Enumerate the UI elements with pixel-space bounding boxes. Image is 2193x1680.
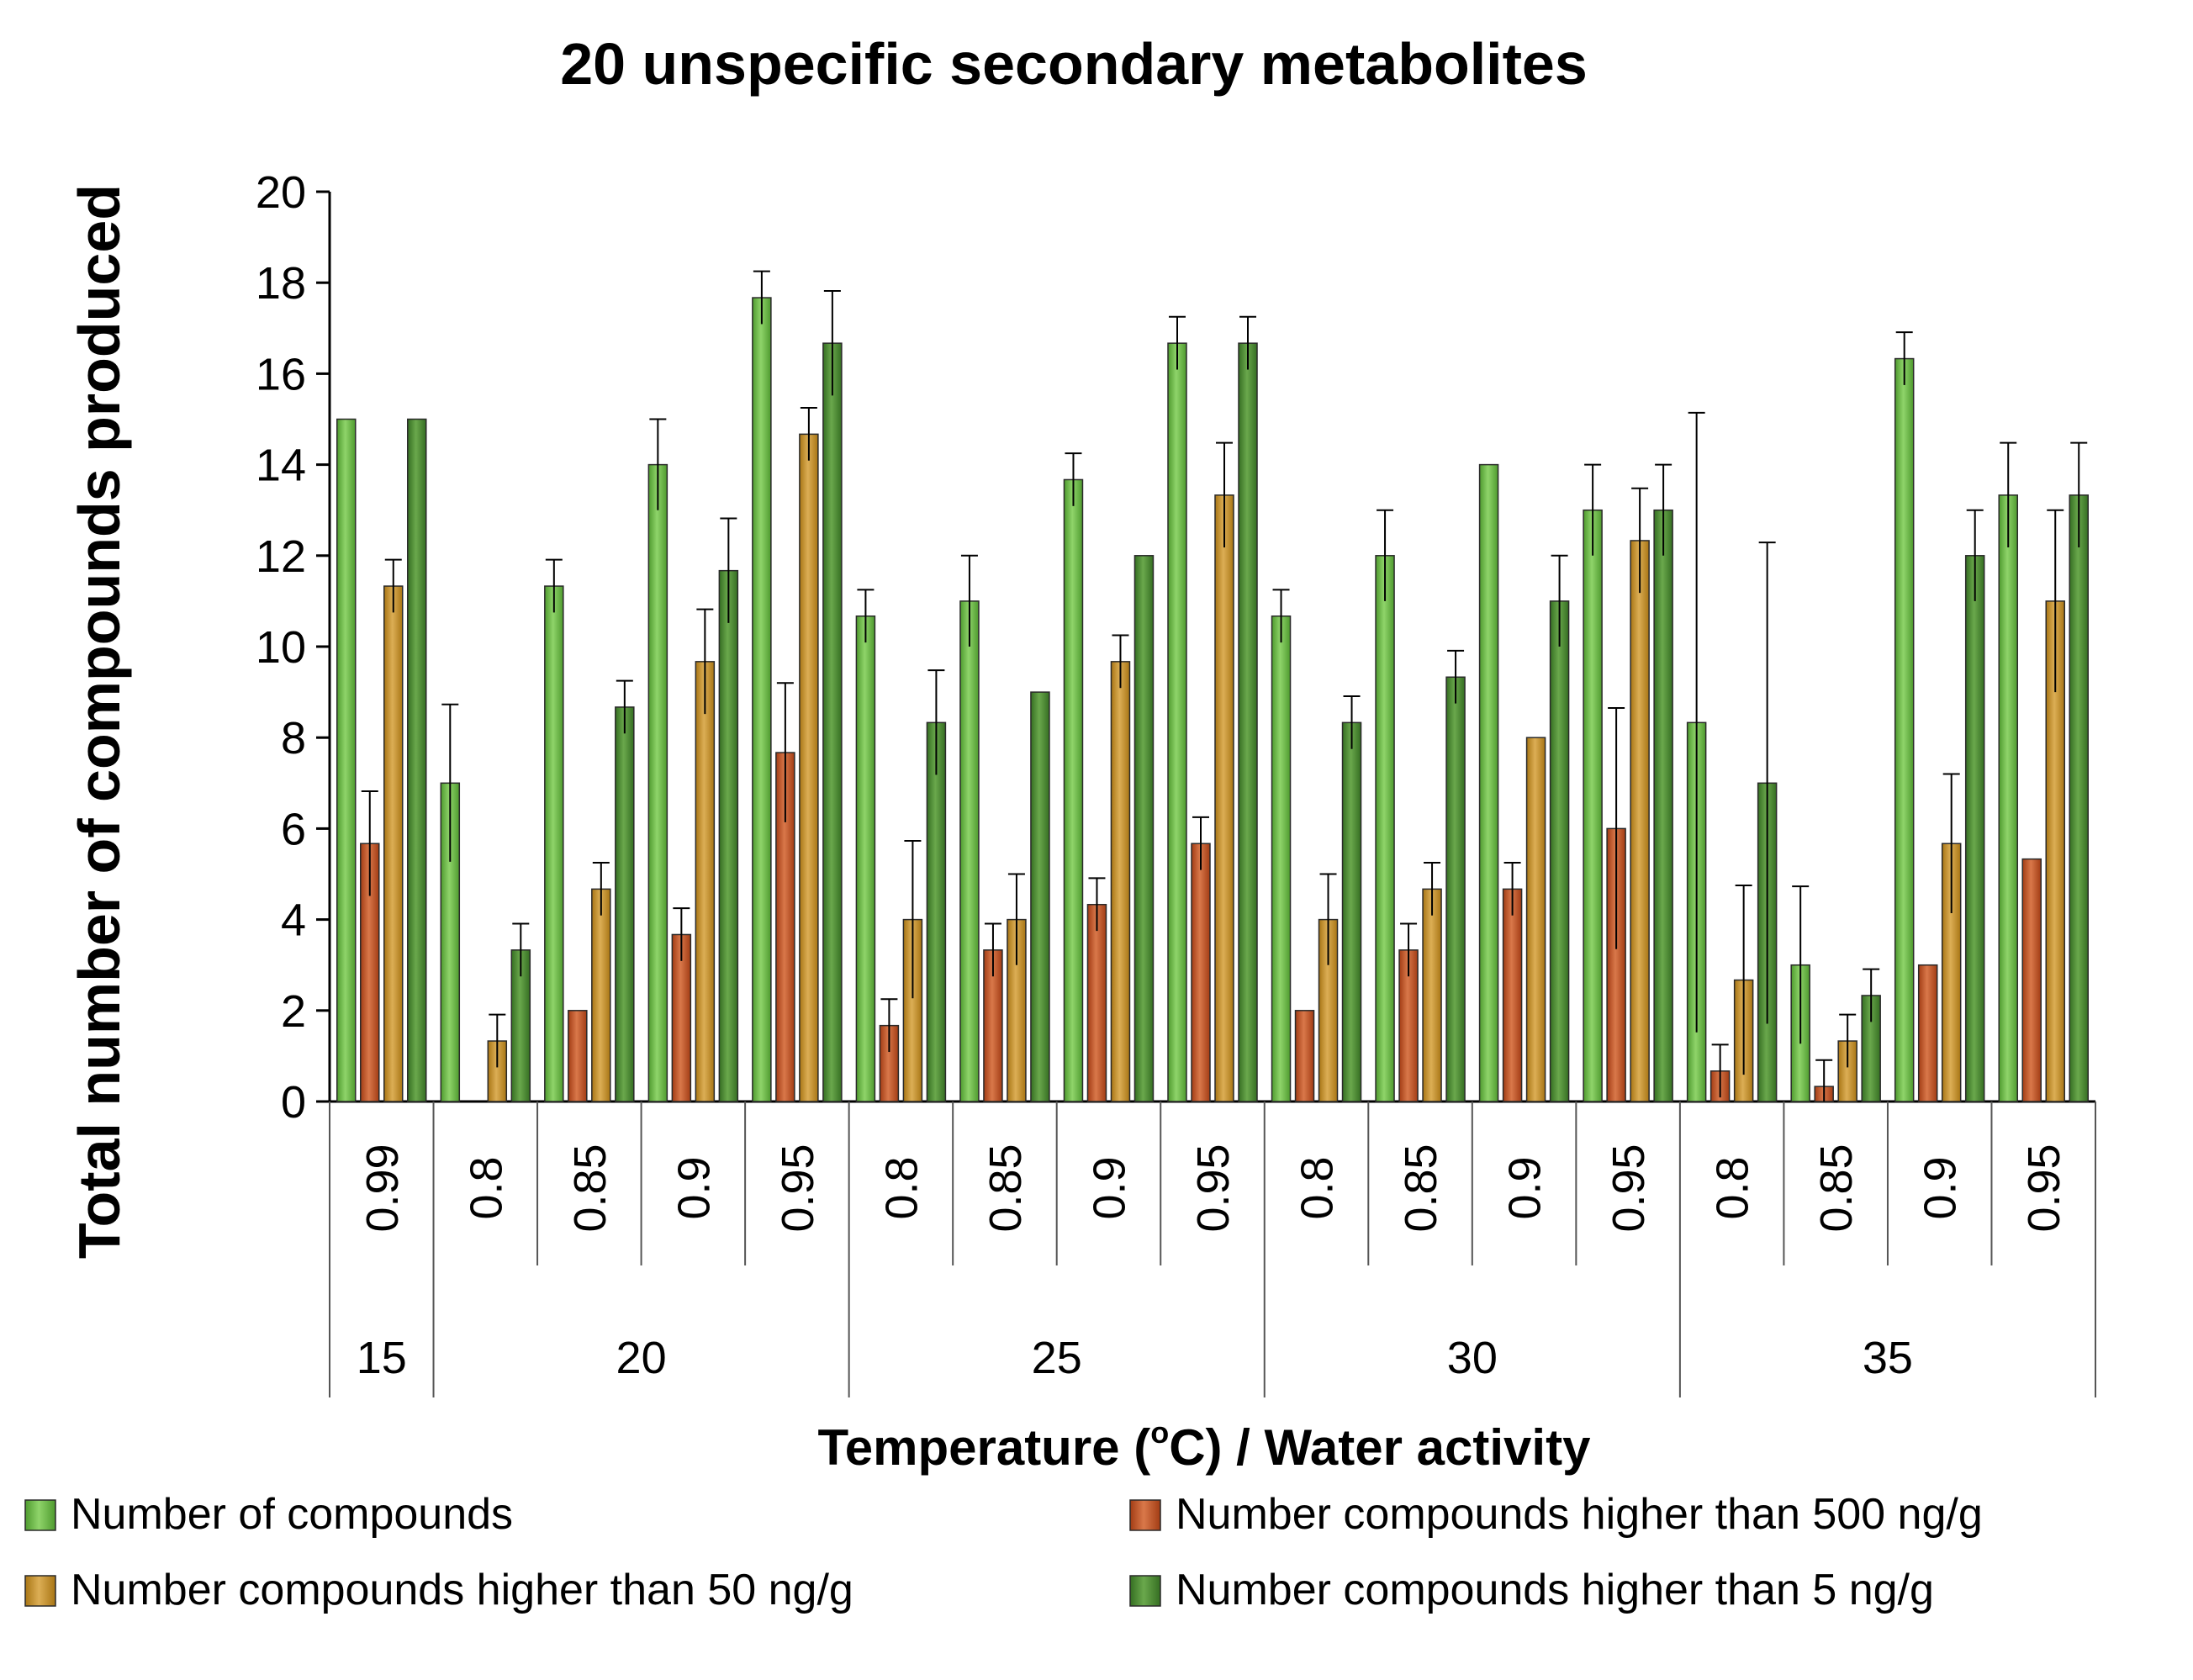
category-label: 0.85 (1396, 1144, 1446, 1232)
bar-1 (647, 463, 668, 1102)
y-tick-label: 16 (256, 349, 306, 399)
bars-layer (336, 297, 2089, 1102)
bar-1 (752, 297, 772, 1102)
category-label: 0.9 (668, 1156, 719, 1219)
group-label: 30 (1447, 1333, 1498, 1383)
category-label: 0.95 (1604, 1144, 1654, 1232)
group-label: 25 (1032, 1333, 1082, 1383)
bar-1 (1167, 342, 1187, 1102)
y-tick-label: 8 (281, 713, 306, 763)
legend-swatch-4 (1129, 1575, 1161, 1607)
bar-1 (1375, 555, 1395, 1102)
y-tick-label: 14 (256, 441, 306, 491)
category-label: 0.8 (876, 1156, 927, 1219)
chart-title: 20 unspecific secondary metabolites (560, 31, 1588, 97)
y-tick-label: 18 (256, 258, 306, 309)
bar-1 (1478, 463, 1499, 1102)
bar-1 (1583, 509, 1603, 1102)
bar-2 (2021, 858, 2042, 1102)
bar-3 (1422, 888, 1442, 1102)
bar-3 (1110, 661, 1131, 1102)
bar-4 (1133, 555, 1155, 1102)
category-label: 0.85 (565, 1144, 616, 1232)
bar-1 (1894, 357, 1915, 1102)
bar-4 (1964, 555, 1985, 1102)
legend-swatch-3 (24, 1575, 56, 1607)
bar-4 (1653, 509, 1673, 1102)
bar-3 (695, 661, 716, 1102)
y-tick-label: 12 (256, 531, 306, 582)
group-label: 20 (616, 1333, 667, 1383)
bar-4 (615, 706, 635, 1102)
bar-1 (544, 585, 564, 1102)
category-axis-layer: 0.99 0.8 0.85 0.9 0.95 0.8 0.85 0.9 0.95 0.8 0.85 0… (329, 1102, 2096, 1397)
bar-4 (822, 342, 843, 1102)
bar-4 (1549, 600, 1570, 1102)
bar-3 (1214, 494, 1234, 1102)
bar-1 (855, 615, 876, 1102)
bar-1 (1271, 615, 1292, 1102)
legend-label-3: Number compounds higher than 50 ng/g (71, 1566, 853, 1614)
bar-1 (959, 600, 980, 1102)
bar-2 (1191, 843, 1211, 1102)
category-label: 0.85 (980, 1144, 1031, 1232)
bar-4 (926, 721, 947, 1102)
bar-3 (1630, 540, 1650, 1102)
legend-swatch-1 (24, 1499, 56, 1531)
y-tick-label: 20 (256, 167, 306, 218)
group-label: 35 (1863, 1333, 1913, 1383)
bar-4 (1030, 691, 1050, 1102)
category-label: 0.8 (1292, 1156, 1343, 1219)
category-label: 0.95 (1188, 1144, 1239, 1232)
bar-4 (407, 418, 427, 1102)
bar-1 (336, 418, 357, 1102)
y-tick-label: 2 (281, 986, 306, 1037)
category-label: 0.8 (461, 1156, 511, 1219)
legend-label-1: Number of compounds (71, 1490, 513, 1539)
bar-4 (1341, 721, 1362, 1102)
category-label: 0.9 (1916, 1156, 1966, 1219)
y-tick-label: 4 (281, 895, 306, 946)
bar-2 (1502, 888, 1523, 1102)
category-label: 0.8 (1708, 1156, 1758, 1219)
bar-2 (1294, 1010, 1315, 1102)
legend-label-2: Number compounds higher than 500 ng/g (1176, 1490, 1983, 1539)
category-label: 0.95 (773, 1144, 823, 1232)
bar-3 (591, 888, 611, 1102)
x-axis-title: Temperature (oC) / Water activity (818, 1415, 1592, 1476)
category-label: 0.95 (2019, 1144, 2069, 1232)
y-axis-title: Total number of compounds produced (66, 184, 132, 1259)
y-tick-label: 10 (256, 622, 306, 673)
legend-swatch-2 (1129, 1499, 1161, 1531)
bar-1 (1998, 494, 2018, 1102)
bar-3 (1525, 737, 1546, 1102)
y-tick-label: 6 (281, 804, 306, 854)
error-bars-layer (361, 270, 2088, 1102)
bar-3 (383, 585, 404, 1102)
bar-2 (1917, 964, 1938, 1102)
bar-2 (1086, 903, 1107, 1102)
legend: Number of compounds Number compounds high… (24, 1490, 1983, 1614)
bar-2 (568, 1010, 588, 1102)
bar-1 (1063, 478, 1084, 1102)
x-axis-title-superscript: o (1150, 1415, 1169, 1450)
bar-4 (718, 569, 739, 1102)
category-label: 0.9 (1084, 1156, 1134, 1219)
category-label: 0.99 (357, 1144, 408, 1232)
category-label: 0.85 (1811, 1144, 1862, 1232)
bar-4 (1445, 676, 1466, 1102)
x-axis-title-end: C) / Water activity (1169, 1419, 1591, 1476)
bar-4 (2069, 494, 2089, 1102)
x-axis-title-main: Temperature ( (818, 1419, 1151, 1476)
y-tick-label: 0 (281, 1077, 306, 1128)
bar-4 (1238, 342, 1258, 1102)
bar-3 (799, 433, 819, 1102)
legend-label-4: Number compounds higher than 5 ng/g (1176, 1566, 1934, 1614)
category-label: 0.9 (1500, 1156, 1551, 1219)
group-label: 15 (357, 1333, 407, 1383)
